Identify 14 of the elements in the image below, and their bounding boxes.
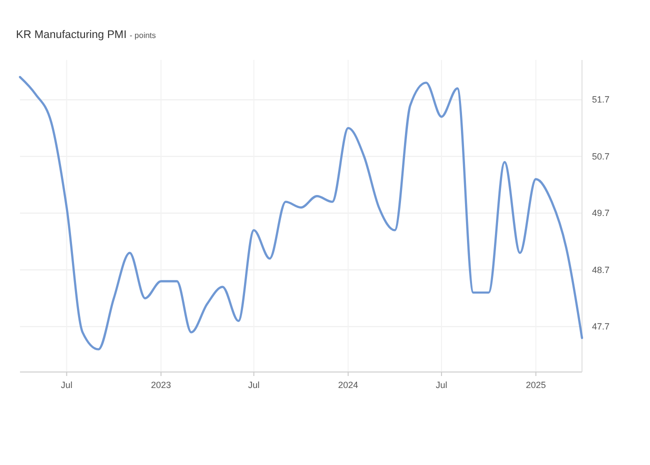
x-tick-label: 2023 [150, 380, 172, 390]
line-series [18, 76, 584, 350]
y-tick-label: 51.7 [592, 94, 610, 105]
chart-title: KR Manufacturing PMI [16, 29, 127, 41]
x-tick-label: Jul [248, 380, 260, 390]
x-tick-label: Jul [436, 380, 448, 390]
x-tick-label: Jul [60, 380, 72, 390]
y-tick-label: 49.7 [592, 208, 610, 218]
y-tick-label: 50.7 [592, 151, 610, 162]
y-tick-label: 47.7 [592, 322, 610, 332]
x-tick-label: 2025 [526, 380, 546, 390]
y-tick-label: 48.7 [592, 264, 610, 275]
x-tick-label: 2024 [338, 380, 358, 390]
chart-subtitle: - points [130, 31, 156, 40]
